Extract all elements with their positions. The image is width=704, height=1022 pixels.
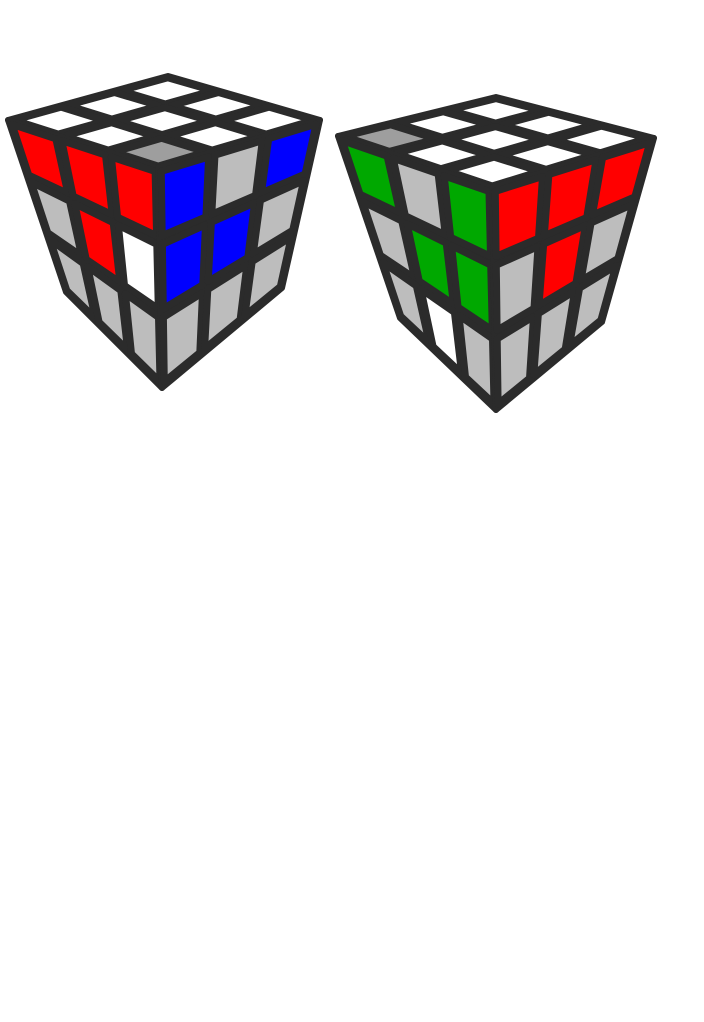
cube-right-left-sticker-grey xyxy=(359,198,419,282)
cube-left-top-sticker-white xyxy=(167,89,267,123)
cube-right-right-sticker-red xyxy=(540,156,600,240)
cube-right-right-sticker-grey xyxy=(566,262,620,350)
cube-right xyxy=(335,94,657,413)
cube-right-right-sticker-grey xyxy=(492,243,542,334)
cube-left-left-sticker-red xyxy=(8,120,72,198)
cube-left-left-sticker-grey xyxy=(27,178,86,260)
cube-right-right-sticker-grey xyxy=(577,200,637,284)
cube-right-left-sticker-green xyxy=(403,220,457,308)
cube-stage xyxy=(5,73,657,413)
cube-left-right-sticker-grey xyxy=(249,177,308,258)
cube-right-left-sticker-grey xyxy=(389,154,449,239)
cube-right-right-sticker-red xyxy=(588,139,654,219)
cube-left-left-sticker-red xyxy=(58,137,116,219)
cube-left-top-sticker-white xyxy=(64,89,163,123)
cube-left-right-sticker-grey xyxy=(201,261,251,353)
cube-right-top-sticker-white xyxy=(498,108,599,142)
cube-left-right-sticker-blue xyxy=(157,153,213,240)
cube-left-right-sticker-blue xyxy=(204,199,259,285)
cube-right-right-sticker-red xyxy=(491,173,546,260)
cube-left-right-sticker-grey xyxy=(241,233,295,320)
cube-right-left-sticker-green xyxy=(338,137,404,217)
cube-right-right-sticker-red xyxy=(535,221,589,309)
cube-left-right-sticker-grey xyxy=(159,289,206,386)
cube-left-right-sticker-blue xyxy=(258,120,320,197)
cube-left-right-sticker-grey xyxy=(208,137,266,218)
cube-left xyxy=(5,73,323,391)
cube-right-top-sticker-white xyxy=(445,123,545,157)
cube-right-top-sticker-white xyxy=(446,95,546,127)
cube-right-right-sticker-grey xyxy=(530,287,579,379)
cube-left-top-sticker-white xyxy=(114,104,213,139)
cube-left-right-sticker-blue xyxy=(158,221,209,313)
cube-left-top-sticker-white xyxy=(117,74,216,108)
cube-right-right-sticker-grey xyxy=(493,313,537,408)
cube-left-left-sticker-red xyxy=(71,200,124,286)
